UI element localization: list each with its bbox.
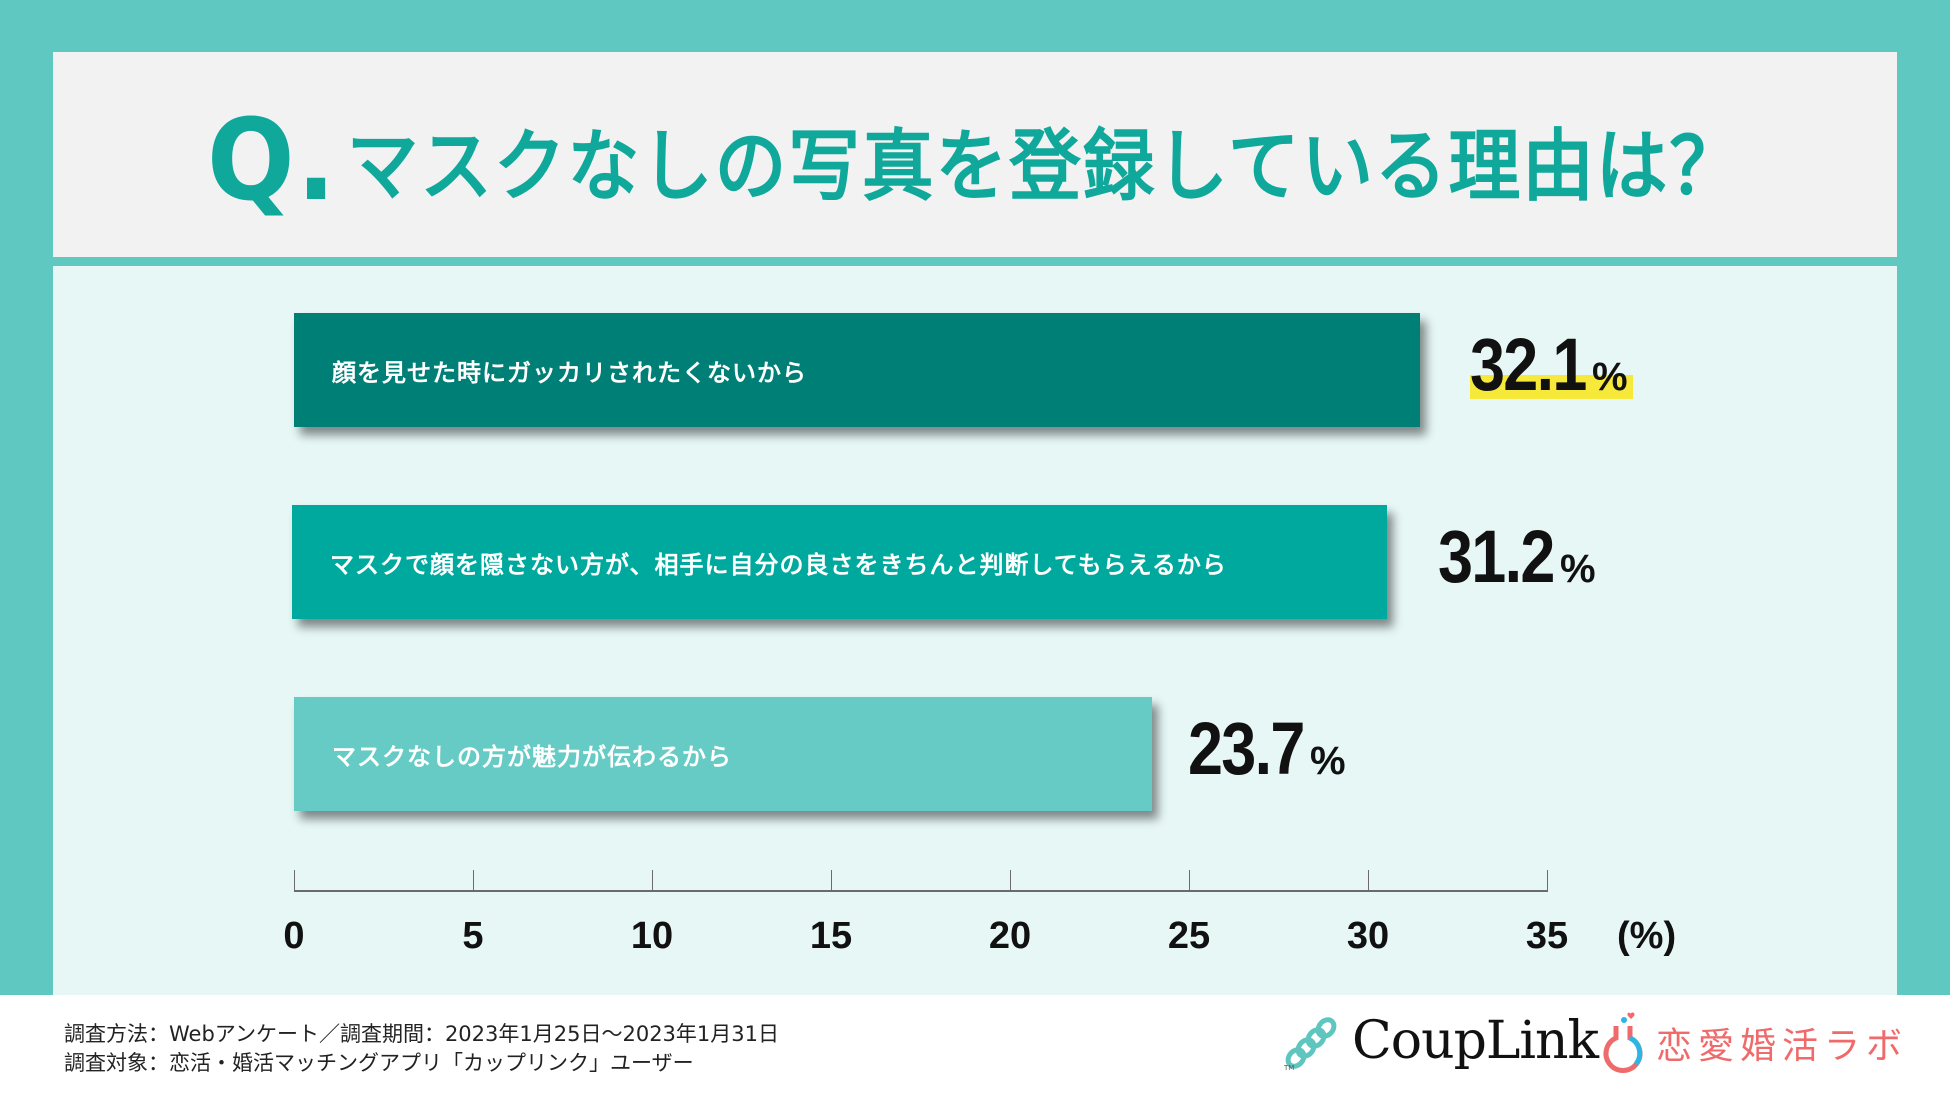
x-tick	[1547, 870, 1548, 891]
x-axis-line	[294, 890, 1548, 892]
title-text: マスクなしの写真を登録している理由は？	[346, 122, 1743, 212]
value-highlight	[1470, 375, 1633, 399]
couplink-logo: TM CoupLink	[1284, 1010, 1599, 1072]
survey-method-note: 調査方法：Webアンケート／調査期間：2023年1月25日〜2023年1月31日	[64, 1022, 779, 1046]
value-number: 31.2	[1438, 515, 1555, 598]
labo-wordmark: 恋愛婚活ラボ	[1656, 1026, 1909, 1067]
couplink-wordmark: CoupLink	[1352, 1011, 1599, 1071]
spring-coil-icon: TM	[1284, 1017, 1337, 1072]
x-tick	[1010, 870, 1011, 891]
bar-value: 23.7%	[1188, 706, 1346, 791]
x-tick	[294, 870, 295, 891]
bar-label: 顔を見せた時にガッカリされたくないから	[332, 358, 807, 387]
x-tick-label: 0	[283, 915, 305, 957]
bar-value: 32.1%	[1470, 322, 1628, 407]
x-tick	[831, 870, 832, 891]
bar-2: マスクで顔を隠さない方が、相手に自分の良さをきちんと判断してもらえるから	[292, 505, 1387, 619]
bar-label: マスクで顔を隠さない方が、相手に自分の良さをきちんと判断してもらえるから	[330, 550, 1227, 579]
value-unit: %	[1310, 739, 1346, 783]
value-number: 32.1	[1470, 323, 1587, 406]
value-number: 23.7	[1188, 707, 1305, 790]
survey-target-note: 調査対象：恋活・婚活マッチングアプリ「カップリンク」ユーザー	[64, 1051, 694, 1075]
value-unit: %	[1592, 355, 1628, 399]
x-tick	[1368, 870, 1369, 891]
x-tick-label: 5	[462, 915, 484, 957]
bar-3: マスクなしの方が魅力が伝わるから	[294, 697, 1152, 811]
q-mark: Q.	[207, 96, 338, 226]
title-panel: Q. マスクなしの写真を登録している理由は？	[53, 52, 1897, 257]
x-tick-label: 20	[988, 915, 1032, 957]
bar-value: 31.2%	[1438, 514, 1596, 599]
x-axis-unit: (%)	[1617, 915, 1677, 957]
x-tick	[473, 870, 474, 891]
value-unit: %	[1560, 547, 1596, 591]
page-title: Q. マスクなしの写真を登録している理由は？	[127, 96, 1823, 226]
x-tick-label: 30	[1346, 915, 1390, 957]
x-tick-label: 35	[1525, 915, 1569, 957]
x-tick	[652, 870, 653, 891]
x-tick	[1189, 870, 1190, 891]
x-tick-label: 25	[1167, 915, 1211, 957]
x-tick-label: 15	[809, 915, 853, 957]
svg-text:TM: TM	[1284, 1064, 1294, 1072]
flask-heart-icon	[1603, 1012, 1643, 1073]
x-tick-label: 10	[630, 915, 674, 957]
bar-label: マスクなしの方が魅力が伝わるから	[332, 742, 732, 771]
bar-1: 顔を見せた時にガッカリされたくないから	[294, 313, 1420, 427]
renai-konkatsu-labo-logo: 恋愛婚活ラボ	[1600, 1012, 1908, 1074]
